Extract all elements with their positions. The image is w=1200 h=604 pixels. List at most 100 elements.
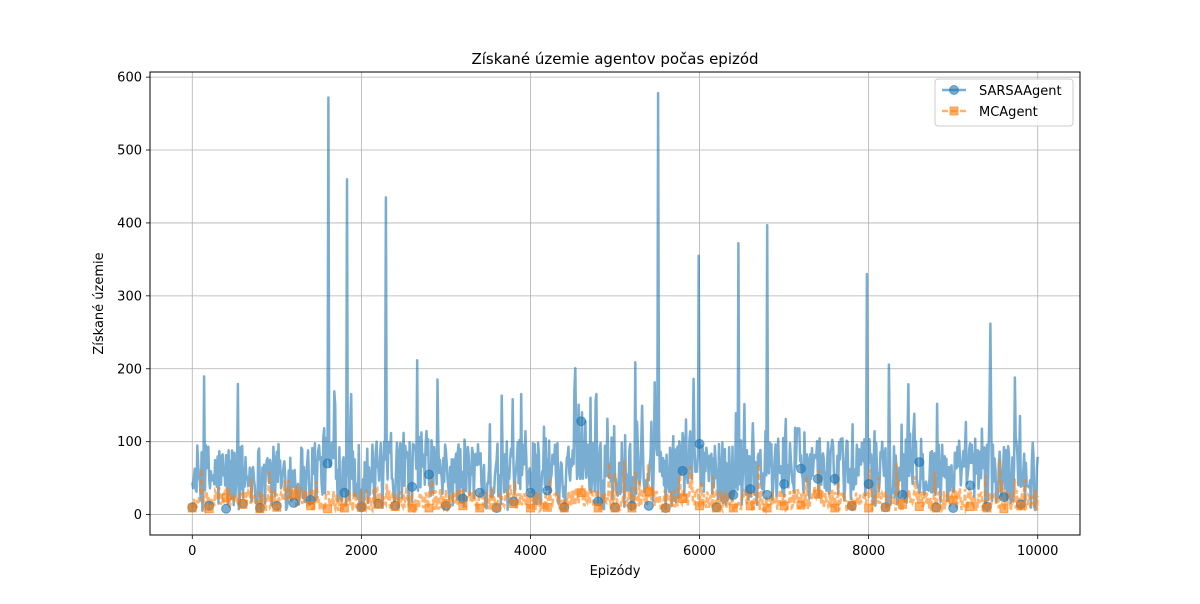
point-sarsaagent — [694, 438, 705, 449]
point-sarsaagent — [914, 457, 925, 468]
point-mcagent — [610, 503, 620, 513]
y-tick-label: 0 — [134, 508, 142, 523]
point-mcagent — [644, 487, 654, 497]
x-tick-label: 2000 — [345, 544, 378, 559]
legend: SARSAAgent MCAgent — [934, 78, 1074, 127]
point-sarsaagent — [576, 416, 587, 427]
point-mcagent — [187, 503, 197, 513]
point-mcagent — [661, 503, 671, 513]
series-layer — [191, 91, 1039, 515]
point-mcagent — [542, 502, 552, 512]
plot-frame — [149, 71, 1081, 536]
point-mcagent — [982, 503, 992, 513]
x-tick-label: 8000 — [852, 544, 885, 559]
point-mcagent — [881, 502, 891, 512]
point-sarsaagent — [728, 489, 739, 500]
point-mcagent — [779, 501, 789, 511]
point-mcagent — [458, 501, 468, 511]
point-sarsaagent — [221, 503, 232, 514]
point-mcagent — [424, 503, 434, 513]
point-sarsaagent — [897, 489, 908, 500]
y-tick-label: 200 — [117, 362, 142, 377]
tick-layer: 0 2000 4000 6000 8000 10000 0 100 200 300 400 500 60… — [117, 71, 1058, 559]
point-mcagent — [238, 499, 248, 509]
point-mcagent — [272, 502, 282, 512]
x-axis-label: Epizódy — [590, 564, 641, 579]
y-axis-label: Získané územie — [92, 252, 107, 354]
point-mcagent — [745, 501, 755, 511]
point-mcagent — [830, 503, 840, 513]
legend-mc-marker — [949, 106, 959, 116]
point-sarsaagent — [474, 487, 485, 498]
point-mcagent — [390, 502, 400, 512]
chart-title: Získané územie agentov počas epizód — [471, 50, 758, 68]
point-mcagent — [323, 504, 333, 514]
y-tick-label: 600 — [117, 71, 142, 86]
point-mcagent — [407, 503, 417, 513]
point-mcagent — [1016, 501, 1026, 511]
point-mcagent — [525, 503, 535, 513]
point-mcagent — [678, 494, 688, 504]
point-mcagent — [914, 502, 924, 512]
point-mcagent — [965, 502, 975, 512]
point-sarsaagent — [998, 492, 1009, 503]
point-sarsaagent — [322, 458, 333, 469]
point-mcagent — [593, 503, 603, 513]
point-sarsaagent — [407, 481, 418, 492]
point-mcagent — [813, 489, 823, 499]
point-sarsaagent — [643, 500, 654, 511]
point-sarsaagent — [965, 480, 976, 491]
point-mcagent — [441, 499, 451, 509]
point-mcagent — [576, 488, 586, 498]
grid-layer — [150, 72, 1080, 535]
point-mcagent — [728, 503, 738, 513]
point-mcagent — [559, 503, 569, 513]
legend-mc-label: MCAgent — [979, 105, 1038, 120]
point-mcagent — [356, 502, 366, 512]
point-mcagent — [897, 499, 907, 509]
y-tick-label: 100 — [117, 435, 142, 450]
y-tick-label: 300 — [117, 289, 142, 304]
point-sarsaagent — [525, 487, 536, 498]
point-sarsaagent — [796, 463, 806, 474]
point-mcagent — [796, 500, 806, 510]
point-mcagent — [492, 502, 502, 512]
point-mcagent — [762, 503, 772, 513]
point-sarsaagent — [863, 478, 874, 489]
x-tick-label: 6000 — [683, 544, 716, 559]
point-sarsaagent — [829, 473, 840, 484]
point-sarsaagent — [542, 485, 553, 496]
legend-sarsa-marker — [949, 85, 959, 95]
point-sarsaagent — [762, 489, 773, 500]
x-tick-label: 10000 — [1017, 544, 1058, 559]
point-mcagent — [255, 504, 265, 514]
x-tick-label: 4000 — [514, 544, 547, 559]
point-mcagent — [373, 499, 383, 509]
point-mcagent — [475, 503, 485, 513]
point-sarsaagent — [812, 473, 823, 484]
x-tick-label: 0 — [188, 544, 196, 559]
point-mcagent — [847, 500, 857, 510]
point-mcagent — [711, 503, 721, 513]
point-mcagent — [999, 504, 1009, 514]
marker-layer — [187, 416, 1026, 514]
point-mcagent — [339, 503, 349, 513]
y-tick-label: 400 — [117, 216, 142, 231]
point-mcagent — [948, 495, 958, 505]
series-line-mcagent — [191, 459, 1039, 515]
point-sarsaagent — [677, 465, 688, 476]
point-sarsaagent — [339, 487, 350, 498]
point-mcagent — [306, 501, 316, 511]
legend-sarsa-label: SARSAAgent — [979, 84, 1062, 99]
point-sarsaagent — [288, 497, 299, 508]
point-sarsaagent — [745, 484, 756, 495]
point-mcagent — [509, 499, 519, 509]
y-tick-label: 500 — [117, 144, 142, 159]
legend-box — [934, 78, 1074, 127]
point-mcagent — [204, 504, 214, 514]
point-mcagent — [931, 503, 941, 513]
point-mcagent — [221, 493, 231, 503]
point-sarsaagent — [948, 503, 959, 514]
